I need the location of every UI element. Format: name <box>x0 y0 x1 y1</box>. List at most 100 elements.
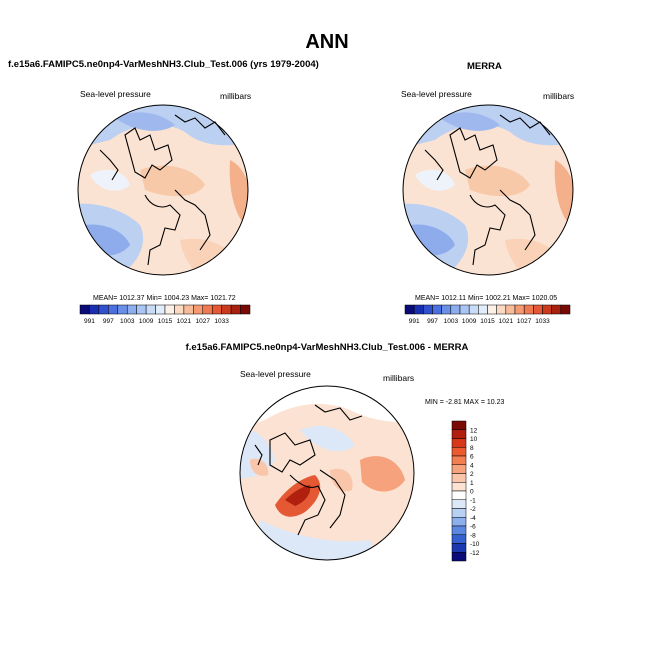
colorbar-swatch <box>451 464 467 474</box>
neutral-region <box>90 169 130 191</box>
colorbar-tick-label: 1027 <box>196 318 211 325</box>
diff-panel-title: f.e15a6.FAMIPC5.ne0np4-VarMeshNH3.Club_T… <box>185 342 469 353</box>
colorbar-swatch <box>451 455 467 465</box>
colorbar-tick-label: 1033 <box>214 318 229 325</box>
colorbar-swatch <box>459 304 470 315</box>
page-title: ANN <box>305 31 349 53</box>
colorbar-tick-label: -6 <box>470 524 476 531</box>
colorbar-swatch <box>451 525 467 535</box>
colorbar-swatch <box>413 304 424 315</box>
obs-polar-map <box>402 104 574 276</box>
colorbar-swatch <box>451 534 467 544</box>
coastline <box>424 149 444 181</box>
colorbar-swatch <box>451 508 467 518</box>
obs-colorbar: 991 997 1003 1009 1015 1021 1027 1033 <box>404 304 571 325</box>
difference-polar-map <box>239 385 415 561</box>
high-pressure-region <box>505 238 565 275</box>
colorbar-swatch <box>404 304 415 315</box>
colorbar-tick-label: 8 <box>470 445 474 452</box>
positive-anomaly-peak <box>285 485 311 506</box>
neutral-region <box>415 169 455 191</box>
map-boundary <box>402 104 574 276</box>
colorbar-swatch <box>451 499 467 509</box>
colorbar-swatch <box>108 304 119 315</box>
colorbar-swatch <box>560 304 571 315</box>
colorbar-swatch <box>79 304 90 315</box>
colorbar-tick-label: 1015 <box>158 318 173 325</box>
colorbar-tick-label: 12 <box>470 427 478 434</box>
colorbar-swatch <box>451 490 467 500</box>
map-boundary <box>239 385 415 561</box>
colorbar-swatch <box>240 304 251 315</box>
colorbar-tick-label: 997 <box>103 318 114 325</box>
colorbar-tick-label: 1027 <box>517 318 532 325</box>
positive-anomaly-region <box>360 456 405 492</box>
low-pressure-core <box>115 112 175 131</box>
colorbar-swatch <box>155 304 166 315</box>
coastline <box>289 474 326 536</box>
high-pressure-region <box>180 238 240 275</box>
colorbar-swatch <box>523 304 534 315</box>
model-panel-title: f.e15a6.FAMIPC5.ne0np4-VarMeshNH3.Club_T… <box>8 59 319 70</box>
colorbar-swatch <box>450 304 461 315</box>
colorbar-swatch <box>478 304 488 315</box>
positive-anomaly-region <box>330 468 353 492</box>
colorbar-swatch <box>451 429 467 439</box>
colorbar-tick-label: 4 <box>470 462 474 469</box>
colorbar-tick-label: 1003 <box>120 318 135 325</box>
colorbar-swatch <box>551 304 562 315</box>
obs-units-label: millibars <box>543 91 575 101</box>
obs-stats-label: MEAN= 1012.11 Min= 1002.21 Max= 1020.05 <box>415 295 558 302</box>
obs-variable-label: Sea-level pressure <box>401 89 472 99</box>
colorbar-swatch <box>468 304 479 315</box>
colorbar-tick-label: 10 <box>470 436 478 443</box>
coastline <box>124 127 173 179</box>
colorbar-swatch <box>89 304 100 315</box>
colorbar-tick-label: 1033 <box>535 318 550 325</box>
colorbar-swatch <box>451 517 467 527</box>
positive-anomaly-region <box>250 458 269 476</box>
colorbar-swatch <box>117 304 128 315</box>
colorbar-swatch <box>451 473 467 483</box>
colorbar-swatch <box>451 447 467 457</box>
colorbar-tick-label: -2 <box>470 506 476 513</box>
colorbar-swatch <box>514 304 525 315</box>
coastline <box>99 149 119 181</box>
colorbar-swatch <box>202 304 213 315</box>
coastline <box>174 189 211 251</box>
map-boundary <box>77 104 249 276</box>
coastline <box>314 404 363 421</box>
coastlines <box>254 404 363 536</box>
high-pressure-region <box>554 160 573 225</box>
colorbar-tick-label: 6 <box>470 454 474 461</box>
colorbar-swatch <box>451 420 467 430</box>
colorbar-tick-label: 2 <box>470 471 474 478</box>
colorbar-tick-label: 1021 <box>177 318 192 325</box>
colorbar-swatch <box>126 304 137 315</box>
negative-region <box>300 425 355 452</box>
colorbar-swatch <box>98 304 109 315</box>
colorbar-swatch <box>533 304 543 315</box>
colorbar-tick-label: 997 <box>427 318 438 325</box>
diff-units-label: millibars <box>383 373 415 383</box>
model-variable-label: Sea-level pressure <box>80 89 151 99</box>
colorbar-swatch <box>542 304 552 315</box>
colorbar-swatch <box>423 304 433 315</box>
coastline <box>269 432 316 473</box>
colorbar-swatch <box>136 304 147 315</box>
model-units-label: millibars <box>220 91 252 101</box>
colorbar-swatch <box>432 304 442 315</box>
colorbar-swatch <box>487 304 497 315</box>
low-pressure-core <box>440 112 500 131</box>
colorbar-tick-label: -8 <box>470 532 476 539</box>
colorbar-swatch <box>496 304 507 315</box>
colorbar-tick-label: 1021 <box>499 318 514 325</box>
colorbar-tick-label: 991 <box>409 318 420 325</box>
colorbar-tick-label: 0 <box>470 489 474 496</box>
colorbar-tick-label: 1009 <box>462 318 477 325</box>
colorbar-tick-label: -1 <box>470 497 476 504</box>
coastline <box>469 194 506 266</box>
colorbar-swatch <box>164 304 175 315</box>
colorbar-swatch <box>221 304 232 315</box>
coastline <box>499 189 536 251</box>
